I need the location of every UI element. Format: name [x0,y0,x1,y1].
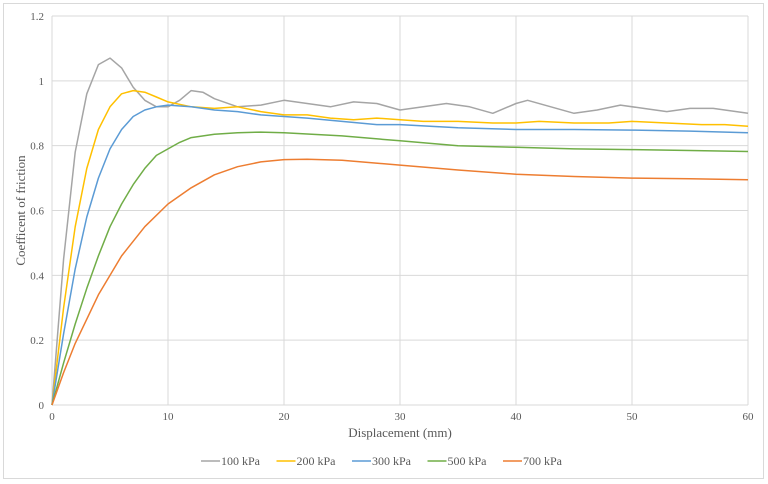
series-line-300-kpa [51,104,749,406]
x-tick-label: 30 [395,411,407,423]
y-tick-label: 1.2 [30,11,44,23]
legend-label: 700 kPa [523,454,563,468]
series-line-200-kpa [51,89,749,406]
y-tick-label: 0 [39,400,45,412]
chart-frame [3,3,764,479]
y-axis-title: Coefficent of friction [13,155,28,266]
legend-label: 500 kPa [448,454,488,468]
y-tick-label: 0.4 [30,270,44,282]
x-tick-label: 0 [49,411,55,423]
series-line-100-kpa [51,57,749,406]
y-tick-label: 0.6 [30,206,44,218]
x-axis-title: Displacement (mm) [348,425,452,440]
legend-label: 100 kPa [221,454,261,468]
y-tick-label: 0.8 [30,141,44,153]
x-tick-label: 60 [743,411,755,423]
y-tick-label: 1 [39,76,45,88]
x-tick-label: 50 [627,411,639,423]
legend-label: 200 kPa [297,454,337,468]
y-tick-label: 0.2 [30,335,44,347]
x-tick-label: 10 [163,411,175,423]
legend-label: 300 kPa [372,454,412,468]
x-tick-label: 40 [511,411,523,423]
series-line-700-kpa [51,158,749,406]
series-line-500-kpa [51,131,749,406]
x-tick-label: 20 [279,411,291,423]
